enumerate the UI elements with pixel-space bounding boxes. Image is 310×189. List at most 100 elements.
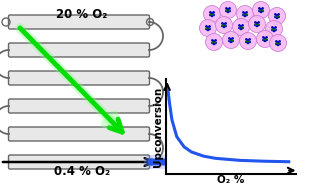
Circle shape (207, 29, 209, 31)
Circle shape (248, 38, 251, 41)
Circle shape (223, 26, 225, 28)
Circle shape (206, 28, 208, 29)
FancyBboxPatch shape (8, 71, 149, 85)
Circle shape (257, 23, 259, 26)
Circle shape (224, 25, 226, 26)
Circle shape (265, 20, 282, 37)
Circle shape (200, 19, 216, 36)
Circle shape (225, 7, 228, 10)
Circle shape (259, 9, 261, 12)
Circle shape (248, 40, 250, 43)
Circle shape (276, 14, 278, 17)
Circle shape (258, 10, 261, 12)
Circle shape (208, 25, 211, 28)
X-axis label: O₂ %: O₂ % (217, 175, 245, 185)
Circle shape (277, 44, 279, 46)
Circle shape (260, 11, 262, 13)
Circle shape (264, 40, 266, 42)
FancyBboxPatch shape (8, 155, 149, 169)
FancyBboxPatch shape (8, 127, 149, 141)
Circle shape (264, 37, 266, 40)
Circle shape (249, 15, 265, 33)
Circle shape (261, 7, 264, 10)
Circle shape (221, 22, 224, 25)
Circle shape (256, 30, 273, 47)
Circle shape (205, 28, 208, 30)
Circle shape (214, 42, 217, 44)
Circle shape (228, 40, 231, 42)
Circle shape (274, 26, 277, 29)
Circle shape (245, 38, 248, 41)
Circle shape (272, 29, 274, 30)
Circle shape (248, 41, 251, 43)
Circle shape (242, 11, 245, 14)
Circle shape (208, 28, 210, 29)
Circle shape (226, 9, 228, 12)
Circle shape (258, 7, 261, 10)
Circle shape (243, 13, 245, 15)
Circle shape (276, 17, 278, 19)
Circle shape (238, 24, 241, 27)
FancyBboxPatch shape (8, 99, 149, 113)
Circle shape (205, 25, 208, 28)
Circle shape (265, 36, 268, 39)
Circle shape (274, 13, 277, 16)
Circle shape (237, 5, 254, 22)
Circle shape (240, 33, 256, 50)
Circle shape (254, 24, 257, 26)
Circle shape (223, 32, 240, 49)
Circle shape (208, 28, 211, 30)
Circle shape (212, 13, 214, 15)
Circle shape (241, 27, 244, 29)
Circle shape (213, 40, 215, 43)
Circle shape (247, 39, 249, 42)
Circle shape (277, 13, 280, 16)
Circle shape (262, 39, 265, 41)
Circle shape (240, 28, 242, 30)
Circle shape (212, 42, 214, 43)
Circle shape (273, 30, 275, 32)
Circle shape (230, 38, 232, 41)
Circle shape (214, 39, 217, 42)
Circle shape (222, 25, 224, 26)
Circle shape (271, 26, 274, 29)
Circle shape (239, 26, 241, 29)
Circle shape (256, 22, 258, 25)
Circle shape (223, 23, 225, 26)
Circle shape (275, 15, 277, 18)
Circle shape (265, 39, 267, 40)
Circle shape (241, 24, 244, 27)
Circle shape (245, 41, 248, 43)
Circle shape (203, 5, 220, 22)
Circle shape (245, 13, 247, 15)
Circle shape (215, 16, 232, 33)
Circle shape (275, 40, 278, 43)
Circle shape (277, 41, 279, 44)
Circle shape (224, 22, 227, 25)
Circle shape (207, 26, 209, 29)
Circle shape (227, 8, 229, 11)
Circle shape (210, 13, 212, 15)
Circle shape (257, 21, 260, 24)
Circle shape (228, 10, 231, 12)
Circle shape (229, 40, 231, 42)
Circle shape (274, 29, 276, 30)
Circle shape (211, 42, 214, 44)
Circle shape (246, 40, 248, 43)
Circle shape (242, 14, 245, 16)
Circle shape (240, 25, 242, 28)
Circle shape (213, 43, 215, 45)
Circle shape (261, 9, 263, 12)
Circle shape (263, 39, 265, 40)
Circle shape (244, 12, 246, 15)
Circle shape (228, 9, 230, 12)
Circle shape (277, 15, 279, 18)
Circle shape (247, 42, 249, 44)
Circle shape (232, 19, 250, 36)
Circle shape (228, 37, 231, 40)
Circle shape (271, 29, 274, 31)
Circle shape (245, 14, 248, 16)
Circle shape (221, 25, 224, 27)
Circle shape (228, 7, 231, 10)
FancyBboxPatch shape (8, 43, 149, 57)
